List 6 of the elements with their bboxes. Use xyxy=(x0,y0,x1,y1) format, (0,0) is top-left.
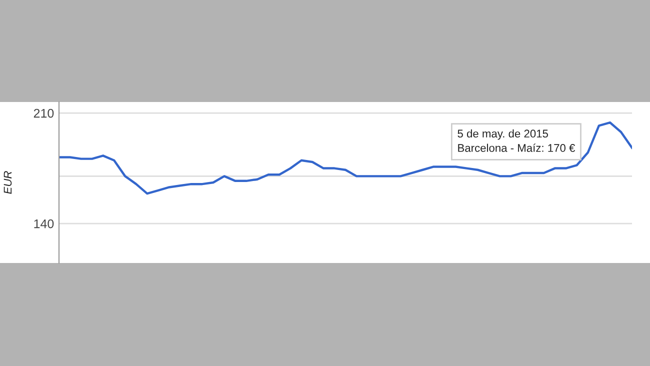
line-series xyxy=(59,121,632,195)
y-tick-label: 140 xyxy=(34,219,54,228)
annotation: Barcelona - Maíz: 170 € xyxy=(458,144,576,152)
annotation: 5 de may. de 2015 xyxy=(458,129,548,140)
y-tick-label: 210 xyxy=(34,108,54,118)
y-axis-title: EUR xyxy=(4,171,12,194)
